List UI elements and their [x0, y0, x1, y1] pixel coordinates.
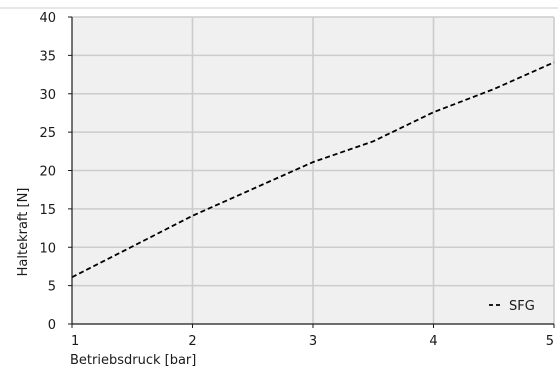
x-tick-label: 4 — [429, 334, 437, 349]
y-tick-label: 35 — [39, 49, 56, 64]
y-tick-label: 15 — [39, 203, 56, 218]
y-tick-label: 30 — [39, 88, 56, 103]
y-tick-label: 0 — [48, 318, 56, 333]
x-tick-label: 2 — [188, 334, 196, 349]
tick-layer: 0 5 10 15 20 25 30 35 40 1 2 3 4 5 — [39, 11, 555, 349]
x-tick-label: 5 — [546, 334, 554, 349]
legend-label-sfg: SFG — [509, 299, 535, 314]
legend: SFG — [489, 299, 535, 314]
series-line-sfg — [71, 61, 555, 279]
y-tick-label: 20 — [39, 165, 56, 180]
x-tick-label: 1 — [71, 334, 79, 349]
y-tick-label: 10 — [39, 241, 56, 256]
grid-layer — [72, 16, 555, 324]
y-axis-label: Haltekraft [N] — [16, 188, 31, 277]
series-layer — [71, 61, 555, 279]
y-tick-label: 25 — [39, 126, 56, 141]
x-tick-label: 3 — [309, 334, 317, 349]
x-axis-label: Betriebsdruck [bar] — [70, 353, 196, 368]
y-tick-label: 40 — [39, 11, 56, 26]
y-tick-label: 5 — [48, 280, 56, 295]
